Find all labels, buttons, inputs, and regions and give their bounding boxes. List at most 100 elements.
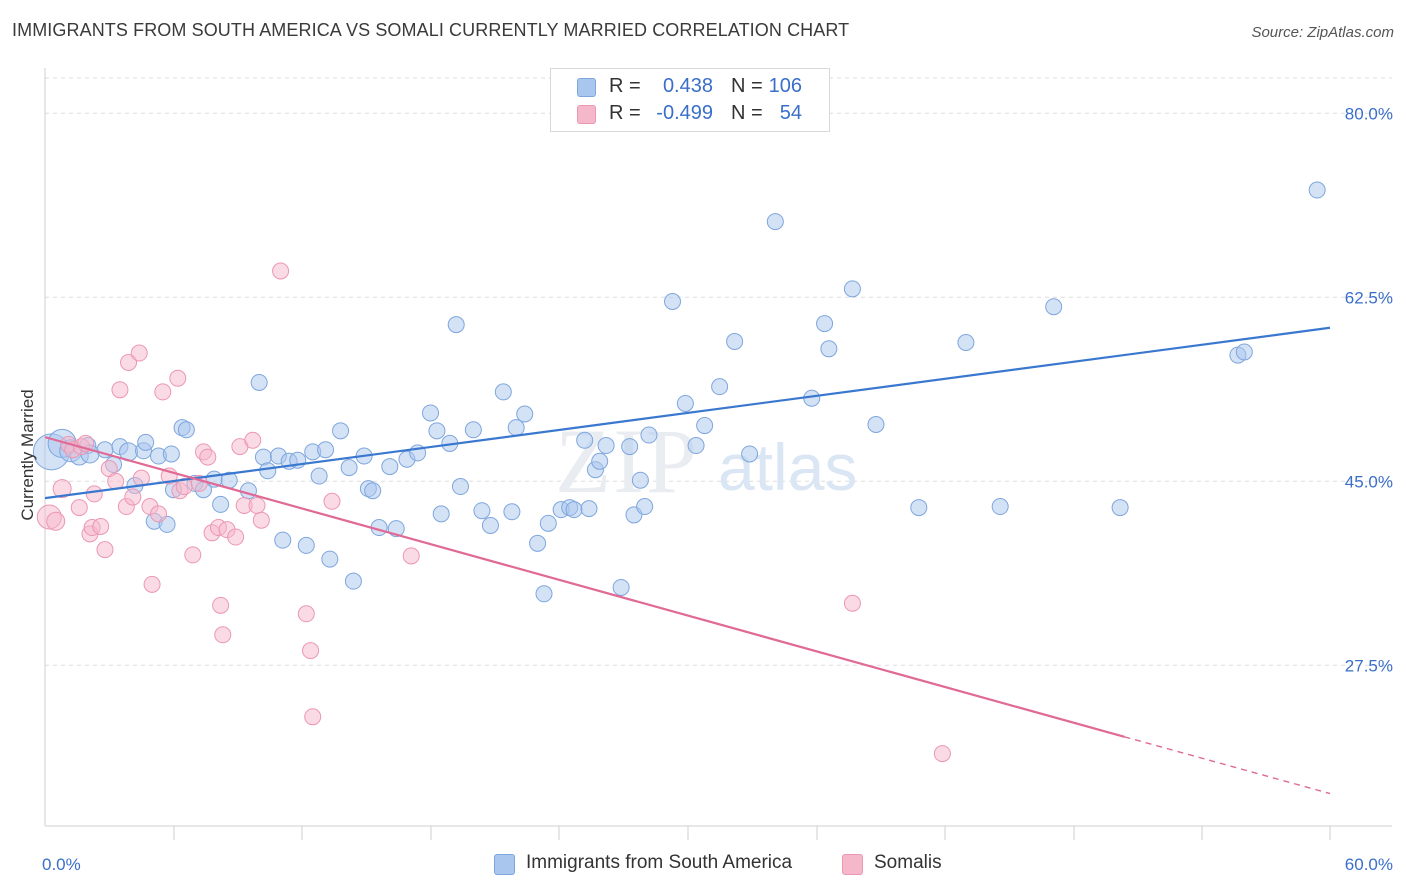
point-immigrants [344, 572, 362, 590]
point-immigrants [529, 534, 547, 552]
tick-labels: 27.5% 45.0% 62.5% 80.0% 0.0% 60.0% [42, 104, 1393, 874]
point-somalis [402, 547, 420, 565]
point-immigrants [1111, 499, 1129, 517]
point-somalis [52, 479, 72, 499]
point-immigrants [621, 438, 639, 456]
point-immigrants [676, 394, 694, 412]
point-immigrants [816, 315, 834, 333]
series-legend: Immigrants from South America Somalis [0, 852, 1406, 878]
point-somalis [323, 492, 341, 510]
point-immigrants [364, 482, 382, 500]
y-tick-label: 27.5% [1345, 656, 1393, 675]
point-immigrants [451, 478, 469, 496]
point-immigrants [867, 416, 885, 434]
point-immigrants [317, 441, 335, 459]
point-somalis [272, 262, 290, 280]
point-immigrants [321, 550, 339, 568]
legend-r-value: 0.438 [662, 75, 713, 97]
point-immigrants [177, 421, 195, 439]
point-immigrants [640, 426, 658, 444]
trend-line-somalis [44, 436, 1125, 738]
point-immigrants [539, 514, 557, 532]
source-label: Source: ZipAtlas.com [1251, 24, 1394, 41]
legend-row-somalis: R = -0.499 N = 54 [551, 100, 829, 128]
point-immigrants [516, 405, 534, 423]
legend-swatch-pink [842, 854, 863, 875]
point-immigrants [422, 404, 439, 422]
point-immigrants [340, 459, 358, 477]
point-immigrants [597, 437, 615, 455]
point-immigrants [274, 531, 292, 549]
legend-label-immigrants: Immigrants from South America [526, 852, 793, 873]
point-immigrants [636, 498, 654, 516]
point-somalis [843, 594, 861, 612]
point-immigrants [297, 536, 315, 554]
point-immigrants [726, 332, 744, 350]
point-immigrants [239, 482, 257, 500]
point-immigrants [162, 445, 180, 463]
point-immigrants [381, 458, 399, 476]
point-somalis [96, 541, 114, 559]
point-immigrants [711, 378, 729, 396]
point-immigrants [432, 505, 450, 523]
point-immigrants [576, 431, 594, 449]
point-immigrants [580, 500, 598, 518]
point-immigrants [565, 501, 583, 519]
gridlines [45, 77, 1392, 666]
point-somalis [150, 505, 168, 523]
x-tick-label: 0.0% [42, 855, 81, 874]
legend-r-label: R = [609, 75, 641, 97]
watermark-atlas: atlas [718, 430, 857, 504]
point-immigrants [820, 340, 838, 358]
point-somalis [92, 517, 110, 535]
point-immigrants [1235, 343, 1253, 361]
point-somalis [154, 383, 172, 401]
trend-line-immigrants [44, 326, 1331, 500]
y-tick-label: 80.0% [1345, 104, 1393, 123]
legend-n-label: N = [731, 102, 763, 124]
point-somalis [214, 626, 232, 644]
y-tick-label: 45.0% [1345, 472, 1393, 491]
point-somalis [297, 605, 315, 623]
point-somalis [302, 642, 320, 660]
point-somalis [46, 511, 66, 531]
point-immigrants [612, 578, 630, 596]
legend-r-label: R = [609, 102, 641, 124]
point-somalis [130, 344, 148, 362]
point-immigrants [428, 422, 446, 440]
y-axis-label: Currently Married [18, 389, 37, 520]
point-immigrants [535, 585, 553, 603]
chart-title: IMMIGRANTS FROM SOUTH AMERICA VS SOMALI … [12, 20, 850, 40]
point-somalis [107, 472, 125, 490]
series-somalis-points [36, 262, 951, 763]
legend-n-value: 106 [768, 75, 802, 97]
point-immigrants [447, 316, 465, 334]
watermark-zip: ZIP [555, 410, 699, 512]
point-somalis [85, 485, 103, 503]
point-immigrants [766, 213, 784, 231]
legend-swatch-blue [577, 78, 596, 97]
point-immigrants [1045, 298, 1063, 316]
point-somalis [248, 496, 266, 514]
legend-r-value: -0.499 [656, 102, 713, 124]
point-immigrants [696, 417, 714, 435]
point-immigrants [910, 499, 928, 517]
point-immigrants [503, 503, 521, 521]
point-immigrants [631, 471, 649, 489]
point-immigrants [310, 467, 328, 485]
point-somalis [933, 745, 951, 763]
point-somalis [304, 708, 322, 726]
trend-line-somalis-extension [1124, 736, 1331, 795]
point-somalis [184, 546, 202, 564]
point-immigrants [687, 437, 705, 455]
correlation-legend: R = 0.438 N = 106 R = -0.499 N = 54 [550, 68, 830, 132]
point-immigrants [464, 421, 482, 439]
legend-swatch-blue [494, 854, 515, 875]
point-immigrants [494, 383, 512, 401]
series-immigrants-points [32, 181, 1326, 603]
y-tick-label: 62.5% [1345, 288, 1393, 307]
point-somalis [252, 511, 270, 529]
point-somalis [199, 448, 217, 466]
trend-lines [44, 326, 1331, 795]
